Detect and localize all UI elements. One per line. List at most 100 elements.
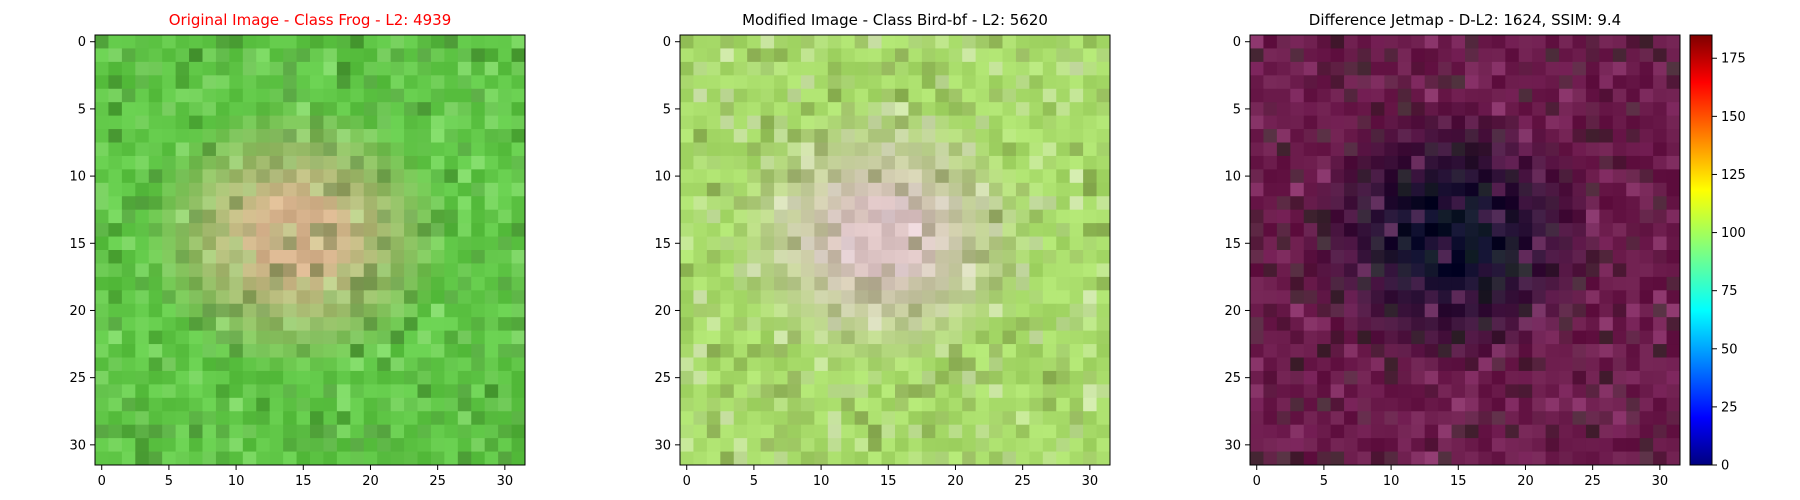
pixel-cell	[1002, 169, 1017, 184]
pixel-cell	[854, 438, 869, 453]
pixel-cell	[1518, 250, 1533, 264]
pixel-cell	[296, 317, 311, 332]
pixel-cell	[229, 451, 244, 466]
pixel-cell	[1015, 451, 1030, 466]
pixel-cell	[827, 330, 842, 345]
pixel-cell	[390, 424, 405, 439]
pixel-cell	[1303, 370, 1318, 385]
pixel-cell	[1612, 344, 1627, 358]
pixel-cell	[975, 370, 990, 385]
pixel-cell	[162, 250, 177, 264]
pixel-cell	[733, 317, 748, 332]
pixel-cell	[1626, 48, 1641, 63]
pixel-cell	[175, 88, 190, 103]
pixel-cell	[1397, 263, 1412, 278]
pixel-cell	[1357, 196, 1372, 211]
pixel-cell	[706, 196, 721, 211]
pixel-cell	[1069, 115, 1084, 130]
pixel-cell	[215, 276, 230, 291]
pixel-cell	[1478, 223, 1493, 238]
pixel-cell	[1572, 115, 1587, 130]
pixel-cell	[1056, 115, 1071, 130]
pixel-cell	[336, 102, 351, 117]
pixel-cell	[1069, 384, 1084, 399]
pixel-cell	[854, 411, 869, 426]
pixel-cell	[1303, 129, 1318, 143]
pixel-cell	[895, 209, 909, 224]
pixel-cell	[1612, 250, 1627, 264]
pixel-cell	[841, 411, 856, 426]
pixel-grid	[680, 35, 1111, 466]
pixel-cell	[1015, 303, 1030, 318]
pixel-cell	[1096, 303, 1111, 318]
pixel-cell	[108, 397, 123, 412]
pixel-cell	[921, 303, 936, 318]
pixel-cell	[511, 223, 526, 238]
pixel-cell	[868, 411, 883, 426]
pixel-cell	[814, 182, 829, 197]
pixel-cell	[202, 344, 217, 358]
pixel-cell	[1056, 48, 1071, 63]
pixel-cell	[1626, 397, 1641, 412]
pixel-cell	[787, 263, 802, 278]
y-tick-label: 30	[69, 438, 86, 453]
pixel-cell	[148, 384, 163, 399]
pixel-cell	[935, 88, 950, 103]
pixel-cell	[975, 424, 990, 439]
pixel-cell	[1411, 317, 1426, 332]
pixel-cell	[135, 115, 150, 130]
pixel-cell	[1505, 263, 1520, 278]
pixel-cell	[787, 411, 802, 426]
pixel-cell	[1572, 451, 1587, 466]
pixel-cell	[1505, 384, 1520, 399]
pixel-cell	[747, 61, 762, 76]
pixel-cell	[1015, 236, 1030, 251]
pixel-cell	[498, 411, 513, 426]
pixel-cell	[1599, 397, 1614, 412]
pixel-cell	[511, 209, 526, 224]
pixel-cell	[1344, 88, 1358, 103]
pixel-cell	[1330, 276, 1345, 291]
pixel-cell	[1411, 61, 1426, 76]
pixel-cell	[256, 88, 271, 103]
pixel-cell	[296, 451, 311, 466]
pixel-cell	[404, 115, 418, 130]
pixel-cell	[1639, 155, 1654, 170]
pixel-cell	[1250, 48, 1264, 63]
pixel-cell	[162, 344, 177, 358]
pixel-cell	[774, 330, 788, 345]
pixel-cell	[121, 303, 136, 318]
axes-frame	[1249, 34, 1681, 466]
pixel-cell	[1069, 88, 1084, 103]
pixel-cell	[841, 61, 856, 76]
pixel-cell	[444, 397, 459, 412]
pixel-cell	[1290, 263, 1305, 278]
pixel-cell	[774, 155, 788, 170]
pixel-cell	[215, 61, 230, 76]
pixel-cell	[363, 88, 378, 103]
pixel-cell	[827, 344, 842, 358]
pixel-cell	[1465, 438, 1479, 453]
pixel-cell	[1357, 75, 1372, 90]
pixel-cell	[175, 142, 190, 157]
pixel-cell	[921, 196, 936, 211]
pixel-cell	[1438, 384, 1453, 399]
pixel-cell	[390, 250, 405, 264]
pixel-cell	[336, 115, 351, 130]
pixel-cell	[283, 344, 298, 358]
pixel-cell	[1505, 61, 1520, 76]
pixel-cell	[854, 169, 869, 184]
pixel-cell	[841, 102, 856, 117]
pixel-cell	[895, 397, 909, 412]
pixel-cell	[1083, 384, 1098, 399]
pixel-cell	[693, 263, 708, 278]
pixel-cell	[350, 48, 365, 63]
pixel-cell	[1370, 196, 1385, 211]
pixel-cell	[498, 438, 513, 453]
pixel-cell	[148, 451, 163, 466]
pixel-cell	[1344, 169, 1358, 184]
pixel-cell	[404, 35, 418, 49]
pixel-cell	[854, 115, 869, 130]
pixel-cell	[95, 276, 109, 291]
pixel-cell	[1411, 250, 1426, 264]
